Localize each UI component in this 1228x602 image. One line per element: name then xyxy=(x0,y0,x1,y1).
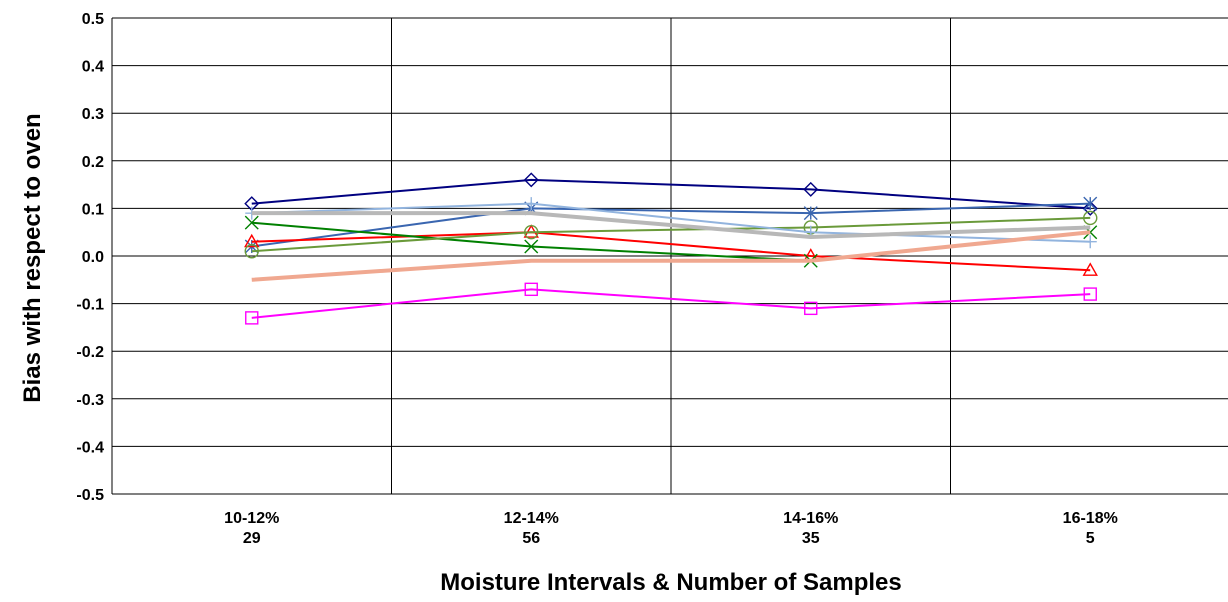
x-tick-label: 12-14% xyxy=(504,510,559,527)
data-point xyxy=(244,233,260,248)
series-8 xyxy=(251,211,1091,239)
y-tick-label: 0.1 xyxy=(82,201,104,218)
data-point xyxy=(1083,235,1097,249)
gridlines xyxy=(111,17,1228,495)
x-tick-label: 29 xyxy=(243,530,261,547)
data-point xyxy=(804,301,818,316)
data-point xyxy=(524,282,538,297)
x-tick-label: 5 xyxy=(1086,530,1095,547)
x-tick-label: 16-18% xyxy=(1063,510,1118,527)
data-point xyxy=(244,215,259,230)
y-tick-label: -0.5 xyxy=(76,487,104,504)
series-line xyxy=(251,211,1091,239)
series-line xyxy=(251,231,1091,272)
data-point xyxy=(524,239,539,254)
series-line xyxy=(251,216,1091,253)
y-tick-label: 0.3 xyxy=(82,106,104,123)
data-point xyxy=(245,311,259,325)
y-tick-label: 0.5 xyxy=(82,11,104,28)
y-tick-labels: -0.5 -0.4 -0.3 -0.2 -0.1 0.0 0.1 0.2 0.3 0.4 0.5 xyxy=(76,11,104,504)
x-tick-label: 35 xyxy=(802,530,820,547)
y-tick-label: 0.0 xyxy=(82,249,104,266)
y-tick-label: -0.1 xyxy=(76,297,104,314)
y-tick-label: -0.3 xyxy=(76,392,104,409)
data-point xyxy=(1082,262,1098,276)
data-point xyxy=(1083,210,1098,226)
y-tick-label: 0.2 xyxy=(82,154,104,171)
data-point xyxy=(523,172,539,188)
data-point xyxy=(803,181,819,197)
data-point xyxy=(803,206,818,221)
series-line xyxy=(251,288,1091,319)
series-line xyxy=(251,230,1091,282)
data-point xyxy=(244,244,259,259)
series-line xyxy=(251,202,1091,248)
data-point xyxy=(1083,196,1098,211)
data-point xyxy=(524,224,539,240)
series-layer xyxy=(244,172,1098,325)
x-axis-title: Moisture Intervals & Number of Samples xyxy=(440,569,901,596)
x-tick-label: 10-12% xyxy=(224,510,279,527)
series-line xyxy=(251,202,1091,243)
y-tick-label: -0.2 xyxy=(76,344,104,361)
series-9 xyxy=(251,230,1091,282)
series-3 xyxy=(245,282,1097,325)
series-line xyxy=(251,178,1091,210)
data-point xyxy=(1083,287,1097,301)
y-tick-label: -0.4 xyxy=(76,439,104,456)
data-point xyxy=(1082,200,1098,216)
y-axis-title: Bias with respect to oven xyxy=(19,113,46,402)
data-point xyxy=(524,197,538,211)
x-tick-label: 14-16% xyxy=(783,510,838,527)
x-tick-labels: 10-12% 29 12-14% 56 14-16% 35 16-18% 5 xyxy=(224,510,1118,547)
y-tick-label: 0.4 xyxy=(82,59,104,76)
x-tick-label: 56 xyxy=(522,530,540,547)
